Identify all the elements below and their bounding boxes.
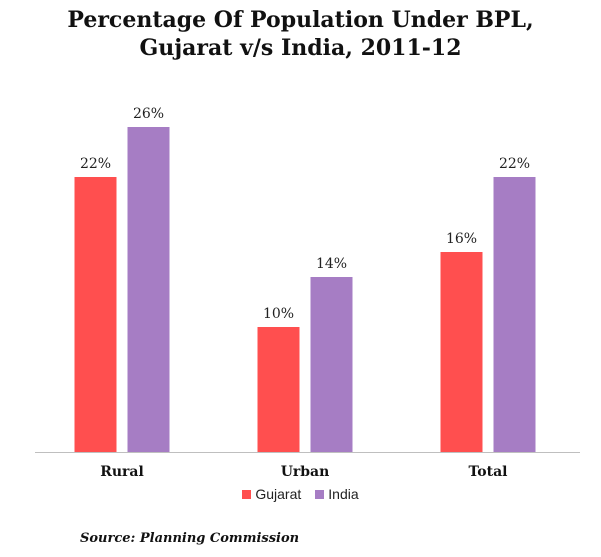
bar-india-rural — [127, 127, 170, 452]
x-tick-label-total: Total — [468, 464, 507, 480]
data-label-gujarat-urban: 10% — [263, 306, 294, 322]
chart-title-line-1: Percentage Of Population Under BPL, — [67, 7, 534, 33]
x-tick-label-urban: Urban — [281, 464, 330, 480]
legend-label-gujarat: Gujarat — [255, 486, 302, 502]
data-label-india-total: 22% — [499, 156, 530, 172]
legend-swatch-india — [315, 489, 325, 499]
bar-gujarat-total — [440, 252, 483, 452]
legend-item-gujarat: Gujarat — [242, 486, 301, 502]
data-label-india-urban: 14% — [316, 256, 347, 272]
chart-title: Percentage Of Population Under BPL, Guja… — [0, 6, 601, 62]
chart-legend: Gujarat India — [0, 486, 601, 502]
data-label-india-rural: 26% — [133, 106, 164, 122]
data-label-gujarat-total: 16% — [446, 231, 477, 247]
legend-item-india: India — [315, 486, 359, 502]
x-tick-label-rural: Rural — [100, 464, 144, 480]
legend-label-india: India — [328, 486, 359, 502]
bar-gujarat-urban — [257, 327, 300, 452]
bar-gujarat-rural — [74, 177, 117, 452]
bar-india-total — [493, 177, 536, 452]
chart-title-line-2: Gujarat v/s India, 2011-12 — [139, 35, 462, 61]
bar-india-urban — [310, 277, 353, 452]
data-label-gujarat-rural: 22% — [80, 156, 111, 172]
source-note: Source: Planning Commission — [80, 531, 300, 546]
legend-swatch-gujarat — [242, 489, 252, 499]
